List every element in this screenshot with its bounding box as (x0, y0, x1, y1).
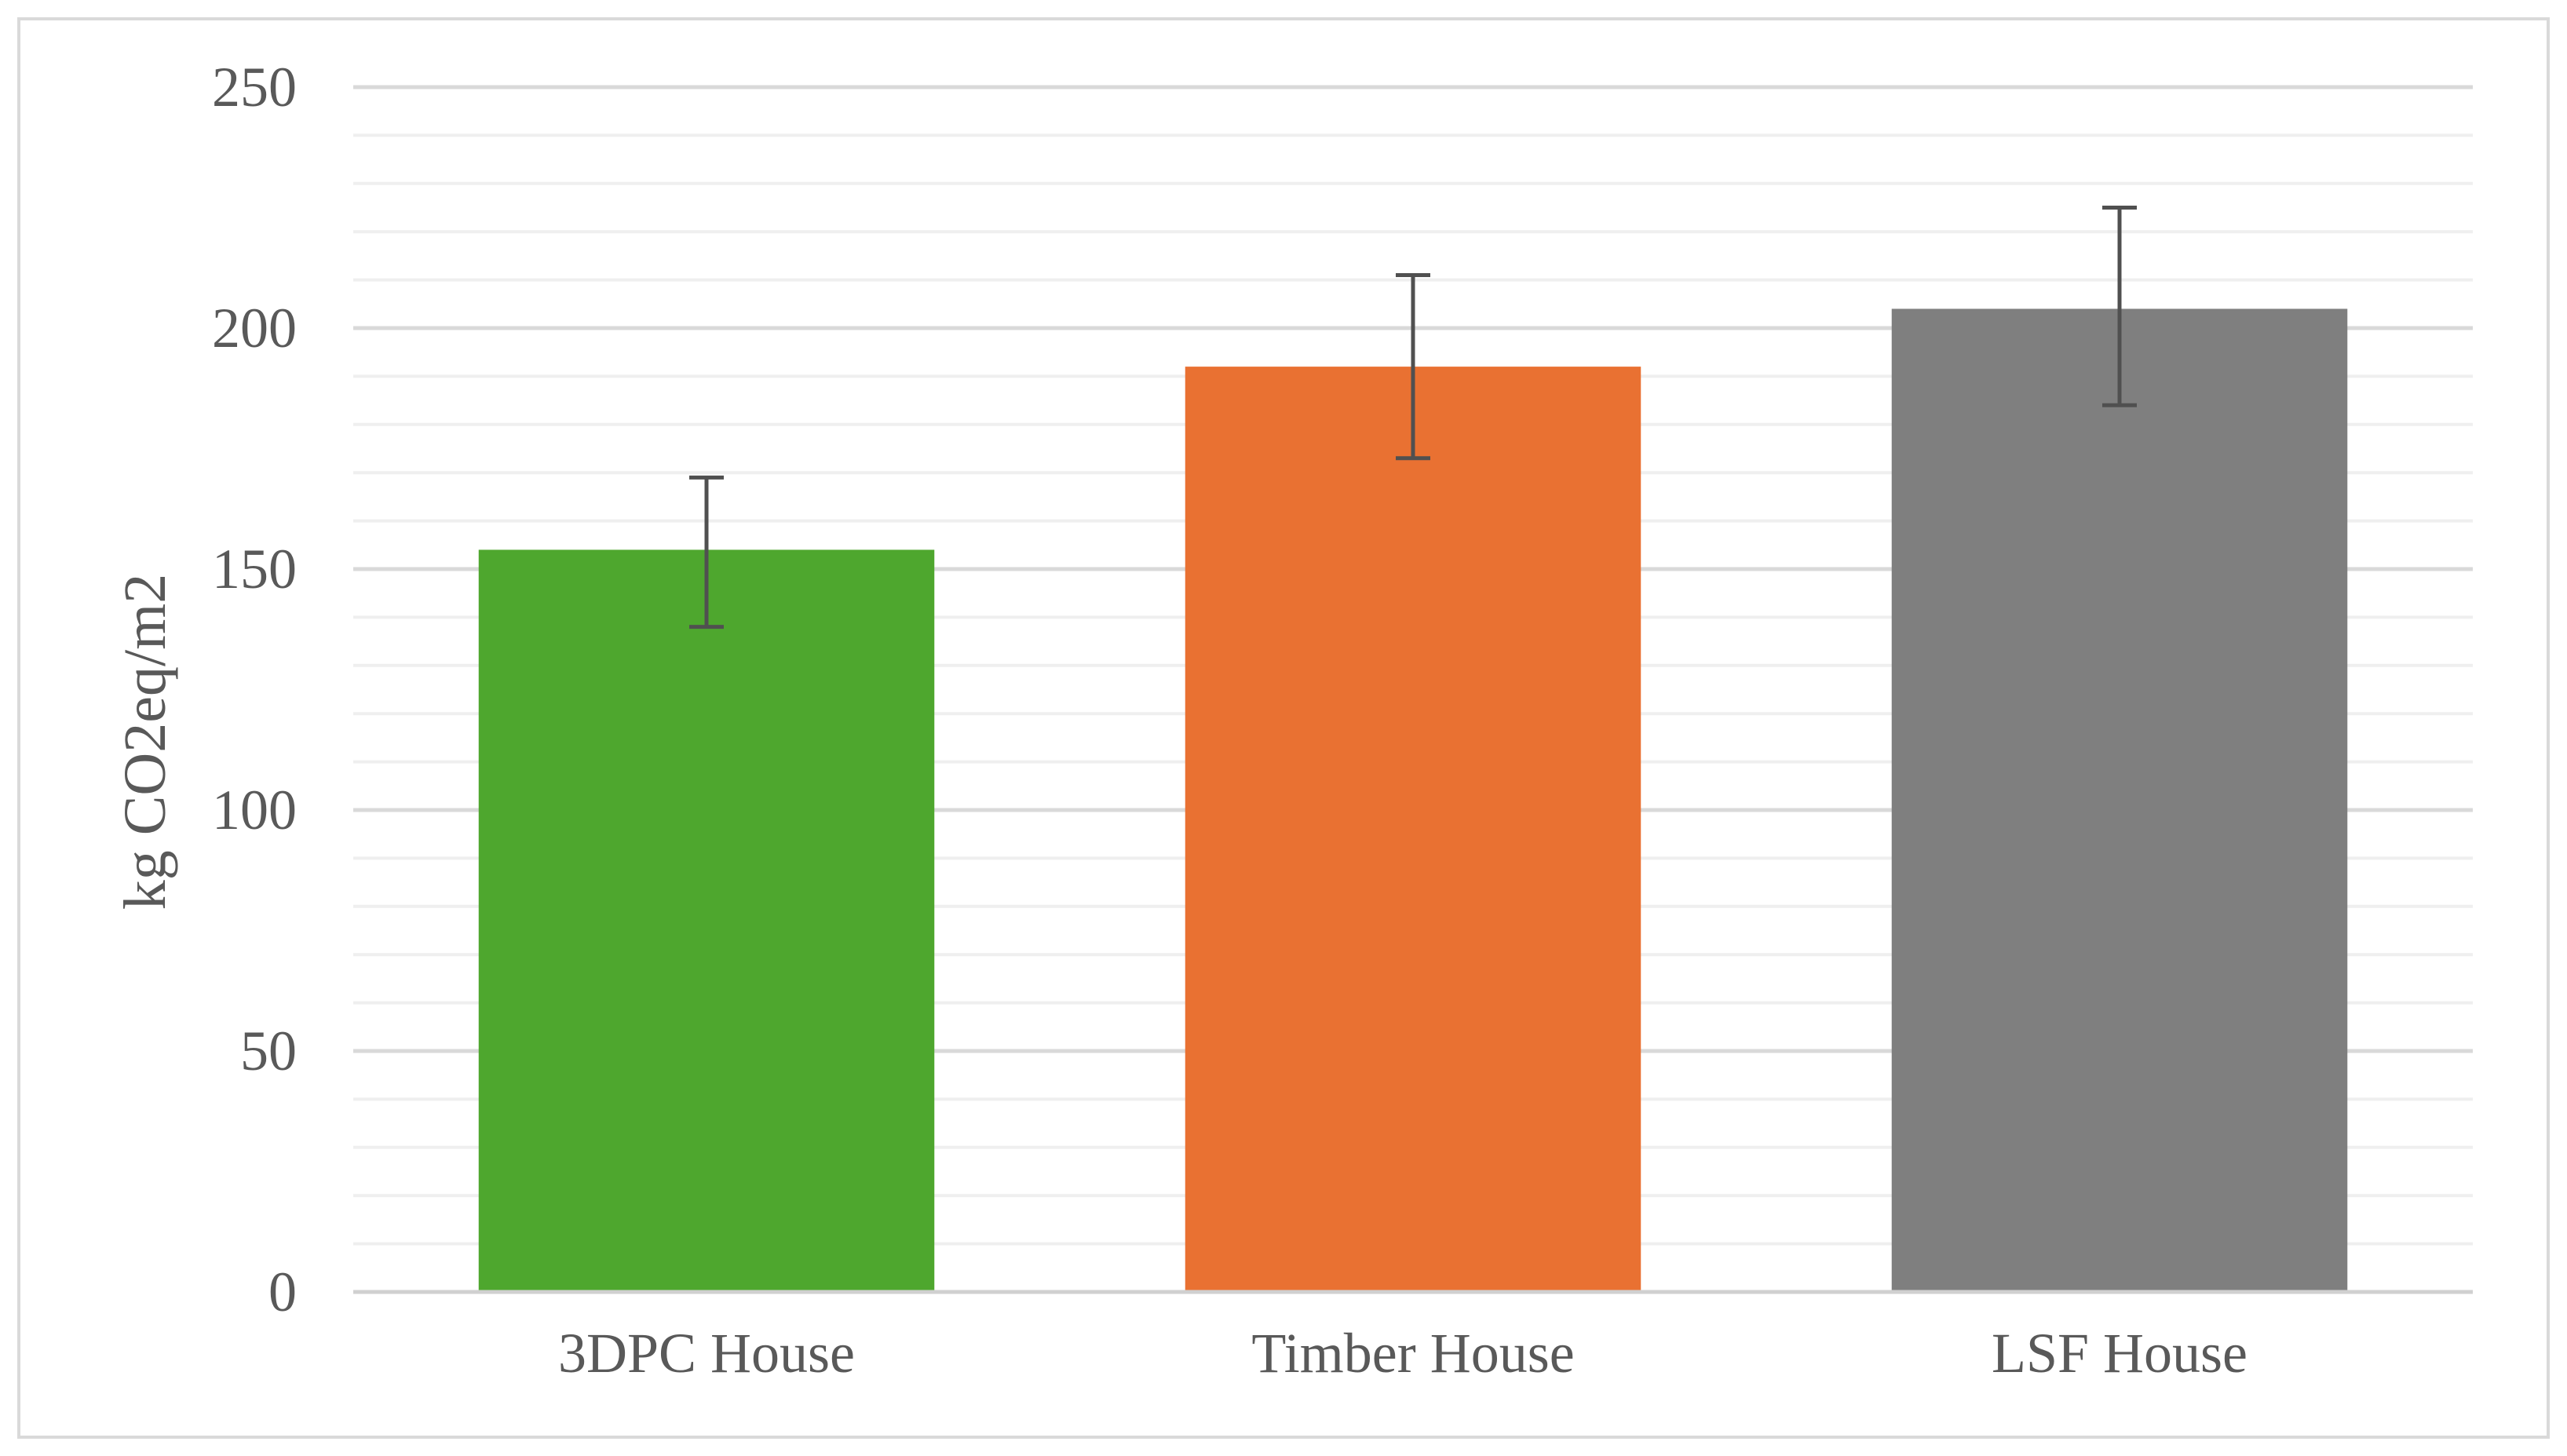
x-tick-labels: 3DPC House Timber House LSF House (558, 1322, 2247, 1385)
y-tick-label: 150 (212, 538, 297, 600)
y-tick-label: 100 (212, 779, 297, 841)
bar (1891, 308, 2348, 1293)
x-tick-label: LSF House (1992, 1322, 2247, 1385)
y-tick-labels: 0 50 100 150 200 250 (212, 56, 297, 1323)
error-bars (689, 206, 2137, 629)
bars (478, 308, 2348, 1293)
x-tick-label: Timber House (1251, 1322, 1574, 1385)
y-tick-label: 0 (268, 1261, 297, 1323)
bar (1185, 367, 1641, 1292)
x-tick-label: 3DPC House (558, 1322, 855, 1385)
bar (478, 549, 935, 1292)
y-tick-label: 50 (240, 1020, 297, 1082)
y-tick-label: 250 (212, 56, 297, 119)
y-axis-title: kg CO2eq/m2 (112, 574, 178, 910)
y-tick-label: 200 (212, 297, 297, 359)
